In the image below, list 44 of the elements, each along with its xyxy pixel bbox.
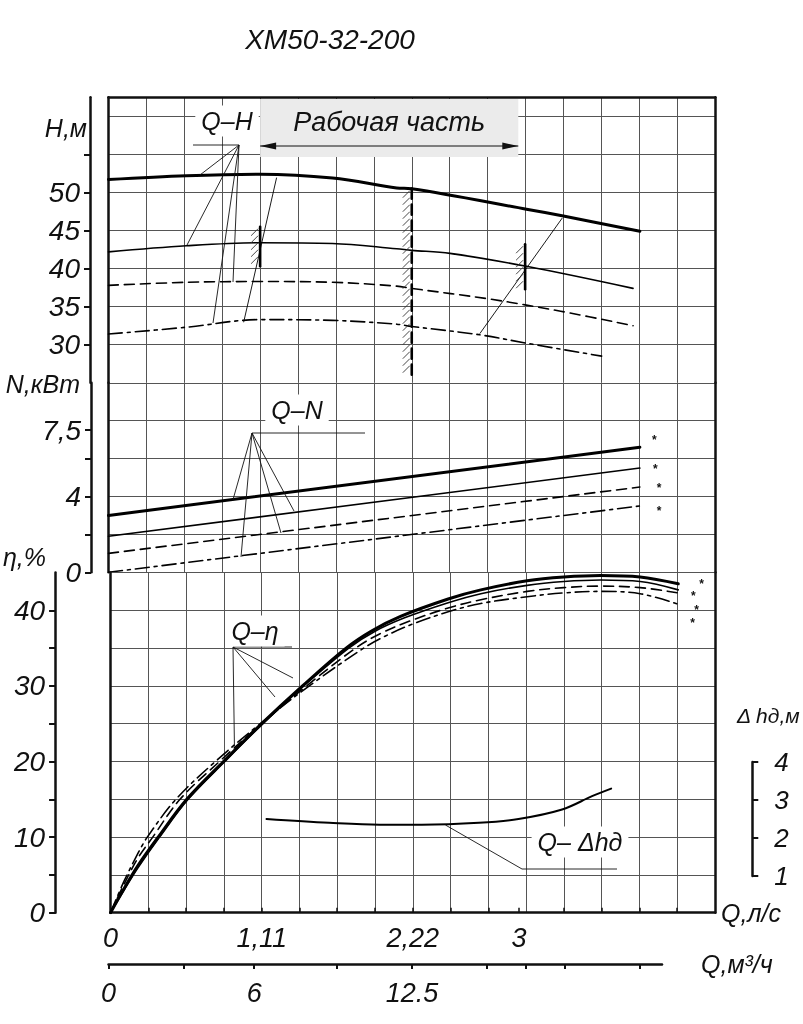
x2-tick-label: 0 [100,977,117,1008]
y-tick-label: 4 [65,481,81,512]
annotation: * [699,576,705,591]
annotation: Q–η [231,617,279,645]
annotation: Q– Δhд [537,828,623,856]
y2-tick-label: 1 [774,861,789,891]
y-axis-title: η,% [2,543,47,571]
annotation: * [694,603,700,618]
annotation: * [653,461,659,476]
y-tick-label: 7,5 [42,414,82,446]
y-tick-label: 30 [48,329,81,361]
chart-title: ХМ50-32-200 [244,23,416,55]
y-tick-label: 40 [48,253,81,285]
y2-axis-title: Δ hд,м [735,703,800,727]
x-tick-label: 1,11 [236,923,287,954]
y-tick-label: 0 [65,556,82,588]
y-tick-label: 35 [48,291,81,323]
annotation: * [656,481,662,496]
y-axis-title: N,кВт [5,370,80,398]
band-label: Рабочая часть [293,107,486,137]
annotation: * [656,504,662,519]
x-axis-title: Q,л/с [721,898,782,927]
x2-axis-title: Q,м³/ч [701,950,773,978]
annotation: Q–H [201,107,254,135]
y-tick-label: 0 [29,897,46,929]
x-tick-label: 2,22 [385,923,440,954]
x2-tick-label: 6 [246,977,263,1008]
y2-tick-label: 3 [774,785,790,815]
y-tick-label: 45 [48,215,81,247]
x2-tick-label: 12.5 [385,977,440,1008]
x-tick-label: 3 [511,923,527,954]
annotation: Q–N [271,396,324,424]
y-tick-label: 20 [12,746,46,777]
y2-tick-label: 4 [774,747,789,777]
x-tick-label: 0 [103,923,119,954]
y2-tick-label: 2 [773,823,790,853]
y-tick-label: 30 [13,670,46,702]
y-tick-label: 10 [13,821,46,853]
y-axis-title: H,м [44,114,87,142]
annotation: * [690,616,696,630]
annotation: * [690,589,696,604]
y-tick-label: 40 [13,594,46,626]
annotation: * [652,432,658,447]
y-tick-label: 50 [48,176,81,208]
